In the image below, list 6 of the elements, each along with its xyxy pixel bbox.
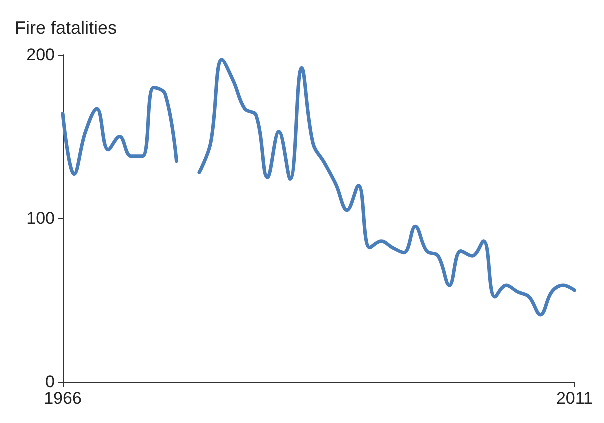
y-tick-label: 0 <box>46 372 55 392</box>
x-tick-label: 1966 <box>44 389 82 408</box>
x-tick-label: 2011 <box>556 389 594 408</box>
y-axis-title: Fire fatalities <box>15 18 118 38</box>
y-tick-label: 100 <box>26 209 55 228</box>
y-tick-label: 200 <box>26 46 55 64</box>
